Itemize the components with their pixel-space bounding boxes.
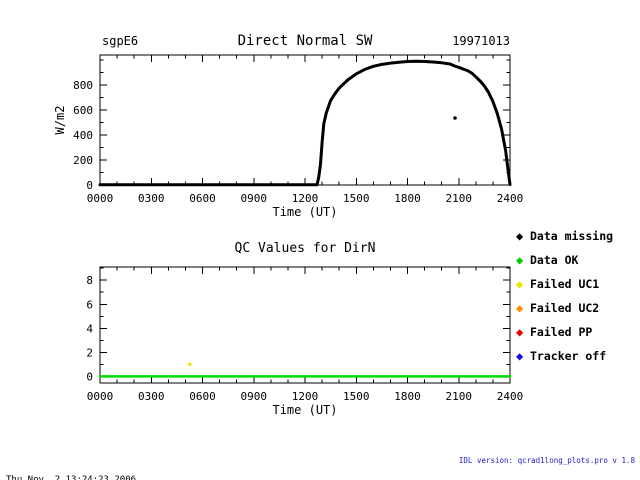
svg-text:2: 2 bbox=[86, 346, 93, 359]
diamond-icon: ◆ bbox=[516, 325, 524, 339]
svg-text:200: 200 bbox=[73, 154, 93, 167]
legend-item-failed-uc2: ◆ Failed UC2 bbox=[516, 296, 613, 320]
legend-item-tracker-off: ◆ Tracker off bbox=[516, 344, 613, 368]
svg-text:0900: 0900 bbox=[241, 390, 268, 403]
svg-text:19971013: 19971013 bbox=[452, 34, 510, 48]
svg-text:0: 0 bbox=[86, 179, 93, 192]
diamond-icon: ◆ bbox=[516, 349, 524, 363]
svg-text:4: 4 bbox=[86, 322, 93, 335]
legend-label: Failed UC1 bbox=[530, 277, 600, 291]
svg-text:1200: 1200 bbox=[292, 390, 319, 403]
generation-timestamp: Thu Nov 2 13:24:23 2006 bbox=[6, 475, 137, 480]
charts-canvas: 0000 0300 0600 0900 1200 1500 1800 2100 24000200… bbox=[53, 33, 523, 417]
direct-normal-sw-chart: 0000 0300 0600 0900 1200 1500 1800 2100 2400 0 200… bbox=[53, 33, 523, 219]
svg-text:0: 0 bbox=[86, 370, 93, 383]
svg-text:1500: 1500 bbox=[343, 390, 370, 403]
legend-label: Data OK bbox=[530, 253, 579, 267]
legend-label: Failed UC2 bbox=[530, 301, 600, 315]
svg-text:8: 8 bbox=[86, 274, 93, 287]
svg-text:0300: 0300 bbox=[138, 192, 165, 205]
legend-label: Tracker off bbox=[530, 349, 607, 363]
legend-label: Data missing bbox=[530, 229, 614, 243]
svg-text:1200: 1200 bbox=[292, 192, 319, 205]
svg-text:QC Values for DirN: QC Values for DirN bbox=[235, 241, 376, 256]
svg-text:0000: 0000 bbox=[87, 192, 114, 205]
svg-text:W/m2: W/m2 bbox=[53, 106, 67, 135]
svg-text:Time (UT): Time (UT) bbox=[272, 205, 337, 219]
diamond-icon: ◆ bbox=[516, 253, 524, 267]
svg-text:Direct Normal SW: Direct Normal SW bbox=[238, 33, 373, 49]
legend-item-data-ok: ◆ Data OK bbox=[516, 248, 613, 272]
legend-label: Failed PP bbox=[530, 325, 593, 339]
diamond-icon: ◆ bbox=[516, 301, 524, 315]
legend-item-failed-pp: ◆ Failed PP bbox=[516, 320, 613, 344]
svg-text:6: 6 bbox=[86, 298, 93, 311]
svg-text:1800: 1800 bbox=[394, 192, 421, 205]
svg-text:2100: 2100 bbox=[446, 390, 473, 403]
svg-text:Time (UT): Time (UT) bbox=[272, 403, 337, 417]
svg-text:800: 800 bbox=[73, 79, 93, 92]
qc-legend: ◆ Data missing ◆ Data OK ◆ Failed UC1 ◆ … bbox=[516, 224, 613, 368]
qc-values-chart: 0000 0300 0600 0900 1200 1500 1800 2100 2400 0 2 4 6… bbox=[86, 241, 523, 417]
svg-text:0300: 0300 bbox=[138, 390, 165, 403]
svg-text:1800: 1800 bbox=[394, 390, 421, 403]
svg-text:0000: 0000 bbox=[87, 390, 114, 403]
svg-text:600: 600 bbox=[73, 104, 93, 117]
svg-text:0600: 0600 bbox=[189, 390, 216, 403]
svg-text:2100: 2100 bbox=[446, 192, 473, 205]
legend-item-failed-uc1: ◆ Failed UC1 bbox=[516, 272, 613, 296]
svg-text:2400: 2400 bbox=[497, 192, 524, 205]
svg-text:1500: 1500 bbox=[343, 192, 370, 205]
svg-text:sgpE6: sgpE6 bbox=[102, 34, 138, 48]
idl-version-line: IDL version: qcrad1long_plots.pro v 1.8 bbox=[458, 456, 635, 465]
svg-text:2400: 2400 bbox=[497, 390, 524, 403]
diamond-icon: ◆ bbox=[516, 229, 524, 243]
footer-left: Thu Nov 2 13:24:23 2006 Battelle Pacific… bbox=[6, 443, 374, 480]
svg-text:0600: 0600 bbox=[189, 192, 216, 205]
svg-text:0900: 0900 bbox=[241, 192, 268, 205]
legend-item-data-missing: ◆ Data missing bbox=[516, 224, 613, 248]
diamond-icon: ◆ bbox=[516, 277, 524, 291]
svg-text:400: 400 bbox=[73, 129, 93, 142]
footer-right: IDL version: qcrad1long_plots.pro v 1.8 … bbox=[400, 440, 635, 480]
